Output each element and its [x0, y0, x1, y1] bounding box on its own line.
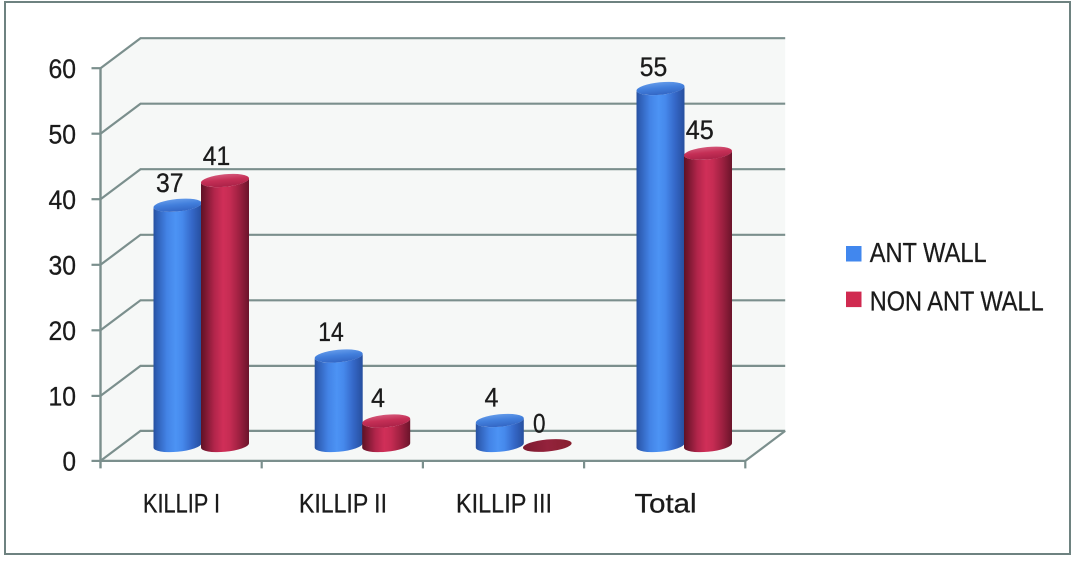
svg-text:40: 40: [49, 185, 77, 215]
svg-text:0: 0: [533, 409, 546, 439]
svg-text:41: 41: [203, 141, 231, 171]
svg-text:14: 14: [318, 317, 344, 347]
svg-text:4: 4: [371, 383, 385, 413]
svg-text:30: 30: [49, 251, 77, 281]
svg-text:Total: Total: [635, 488, 697, 518]
svg-text:KILLIP III: KILLIP III: [456, 488, 552, 518]
svg-text:KILLIP II: KILLIP II: [299, 488, 387, 518]
svg-text:45: 45: [686, 115, 714, 145]
svg-text:ANT WALL: ANT WALL: [870, 237, 987, 268]
svg-text:KILLIP I: KILLIP I: [143, 488, 220, 518]
svg-text:NON ANT WALL: NON ANT WALL: [870, 286, 1044, 317]
svg-text:50: 50: [49, 120, 77, 150]
svg-text:37: 37: [156, 168, 184, 198]
svg-text:60: 60: [49, 54, 77, 84]
svg-text:55: 55: [640, 52, 668, 82]
svg-text:20: 20: [49, 316, 77, 346]
svg-text:4: 4: [485, 383, 499, 413]
svg-text:0: 0: [63, 447, 77, 477]
svg-text:10: 10: [49, 382, 77, 412]
